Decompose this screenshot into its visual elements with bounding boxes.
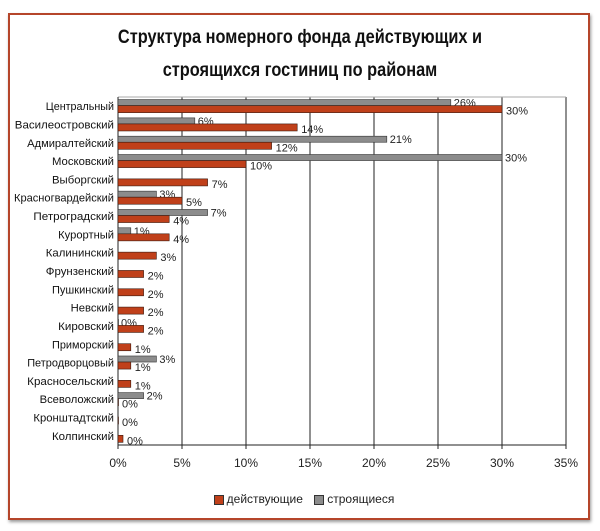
data-label-active: 5% bbox=[186, 197, 202, 209]
bar-active bbox=[117, 398, 119, 407]
bar-building bbox=[117, 209, 208, 216]
chart-title-line-1: Структура номерного фонда действующих и bbox=[117, 27, 483, 48]
data-label-active: 4% bbox=[173, 216, 189, 228]
bar-active bbox=[117, 123, 298, 132]
legend-label-active: действующие bbox=[226, 492, 303, 506]
bar-active bbox=[117, 416, 119, 425]
data-label-active: 1% bbox=[135, 344, 151, 356]
category-label: Курортный bbox=[58, 229, 114, 241]
category-label: Приморский bbox=[52, 339, 114, 351]
data-label-active: 30% bbox=[506, 106, 528, 118]
data-label-building: 3% bbox=[159, 354, 175, 366]
category-label: Петроградский bbox=[33, 211, 114, 223]
bar-building bbox=[117, 154, 503, 161]
category-label: Кировский bbox=[58, 321, 114, 333]
data-label-active: 0% bbox=[122, 399, 138, 411]
bar-active bbox=[117, 306, 144, 315]
x-tick-label: 5% bbox=[173, 456, 191, 470]
category-label: Всеволожский bbox=[40, 394, 114, 406]
bar-active bbox=[117, 141, 272, 150]
data-label-building: 7% bbox=[211, 208, 227, 220]
data-label-building: 21% bbox=[390, 134, 412, 146]
bar-active bbox=[117, 160, 247, 168]
bar-active bbox=[117, 361, 132, 370]
bar-active bbox=[117, 105, 503, 113]
bar-active bbox=[117, 233, 170, 242]
x-tick-label: 25% bbox=[426, 456, 450, 470]
category-label: Красногвардейский bbox=[14, 193, 114, 205]
x-tick-label: 15% bbox=[298, 456, 322, 470]
data-label-active: 14% bbox=[301, 124, 323, 136]
bar-building bbox=[117, 319, 119, 326]
category-label: Красносельский bbox=[27, 376, 114, 388]
data-label-active: 2% bbox=[148, 307, 164, 319]
bar-building bbox=[117, 190, 157, 198]
bar-active bbox=[117, 380, 132, 388]
bar-building bbox=[117, 355, 157, 363]
bar-building bbox=[117, 99, 452, 106]
category-label: Адмиралтейский bbox=[27, 138, 114, 150]
data-label-building: 30% bbox=[505, 153, 527, 165]
bar-active bbox=[117, 215, 170, 223]
bar-active bbox=[117, 325, 144, 333]
category-label: Петродворцовый bbox=[27, 358, 114, 370]
data-label-active: 2% bbox=[148, 270, 164, 282]
chart-title-line-2: строящихся гостиниц по районам bbox=[162, 60, 438, 81]
data-label-building: 2% bbox=[147, 391, 163, 403]
bar-active bbox=[117, 434, 124, 443]
category-label: Кронштадтский bbox=[33, 413, 114, 425]
bar-active bbox=[117, 288, 144, 297]
bar-building bbox=[117, 227, 132, 235]
data-label-active: 10% bbox=[250, 161, 272, 173]
category-label: Фрунзенский bbox=[46, 266, 114, 278]
bar-active bbox=[117, 251, 157, 260]
x-tick-label: 0% bbox=[109, 456, 127, 470]
data-label-active: 1% bbox=[135, 362, 151, 374]
bar-building bbox=[117, 135, 388, 143]
category-label: Василеостровский bbox=[15, 119, 114, 131]
data-label-active: 7% bbox=[212, 179, 228, 191]
legend: действующие строящиеся bbox=[0, 492, 600, 506]
category-label: Невский bbox=[71, 303, 114, 315]
x-tick-label: 20% bbox=[362, 456, 386, 470]
legend-swatch-building bbox=[314, 494, 325, 505]
category-label: Центральный bbox=[46, 101, 114, 113]
bar-building bbox=[117, 117, 196, 125]
data-label-active: 1% bbox=[135, 380, 151, 392]
bar-active bbox=[117, 178, 208, 187]
legend-label-building: строящиеся bbox=[327, 492, 395, 506]
x-tick-label: 30% bbox=[490, 456, 514, 470]
x-tick-label: 10% bbox=[234, 456, 258, 470]
data-label-active: 12% bbox=[276, 142, 298, 154]
bar-building bbox=[117, 392, 144, 399]
category-label: Пушкинский bbox=[52, 284, 114, 296]
legend-swatch-active bbox=[213, 494, 224, 505]
bar-active bbox=[117, 196, 183, 205]
data-label-active: 4% bbox=[173, 234, 189, 246]
category-label: Колпинский bbox=[52, 431, 114, 443]
data-label-active: 3% bbox=[160, 252, 176, 264]
data-label-active: 0% bbox=[127, 435, 143, 447]
bar-active bbox=[117, 270, 144, 278]
data-label-active: 0% bbox=[122, 417, 138, 429]
bar-active bbox=[117, 343, 132, 352]
data-label-active: 2% bbox=[148, 289, 164, 301]
category-label: Калининский bbox=[46, 248, 114, 260]
x-tick-label: 35% bbox=[554, 456, 578, 470]
data-label-active: 2% bbox=[148, 325, 164, 337]
category-label: Выборгский bbox=[52, 174, 114, 186]
category-label: Московский bbox=[52, 156, 114, 168]
